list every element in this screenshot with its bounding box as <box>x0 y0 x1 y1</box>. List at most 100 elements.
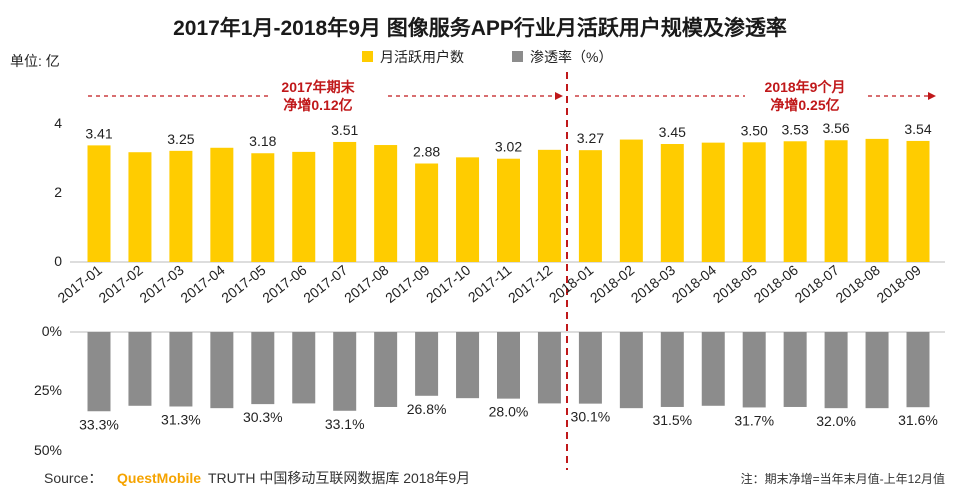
penetration-bar-2018-03 <box>660 332 684 407</box>
x-tick-2017-08: 2017-08 <box>341 262 392 306</box>
x-tick-2018-09: 2018-09 <box>874 262 925 306</box>
x-tick-2017-02: 2017-02 <box>95 262 146 306</box>
mau-label-2017-05: 3.18 <box>249 133 276 149</box>
legend-label-penetration: 渗透率（%） <box>530 49 612 65</box>
mau-bar-2017-12 <box>537 149 561 262</box>
x-tick-2018-08: 2018-08 <box>833 262 884 306</box>
mau-bar-2018-06 <box>783 141 807 262</box>
mau-bar-2017-09 <box>415 163 439 262</box>
x-tick-2018-04: 2018-04 <box>669 262 720 306</box>
mau-bar-2017-02 <box>128 152 152 262</box>
mau-bar-2018-08 <box>865 138 889 262</box>
penetration-bar-2017-06 <box>292 332 316 404</box>
mau-bar-2018-03 <box>660 144 684 262</box>
legend-label-mau: 月活跃用户数 <box>380 49 464 65</box>
penetration-bar-2017-02 <box>128 332 152 406</box>
x-tick-2018-07: 2018-07 <box>792 262 843 306</box>
penetration-bar-2017-12 <box>537 332 561 404</box>
chart-title: 2017年1月-2018年9月 图像服务APP行业月活跃用户规模及渗透率 <box>173 16 787 40</box>
penetration-label-2018-09: 31.6% <box>898 412 938 428</box>
penetration-bar-2017-05 <box>251 332 275 405</box>
source-label: Source： <box>44 470 102 486</box>
mau-bar-2018-02 <box>619 139 643 262</box>
penetration-bar-2017-03 <box>169 332 193 407</box>
penetration-bar-2018-08 <box>865 332 889 409</box>
footnote: 注：期末净增=当年末月值-上年12月值 <box>741 471 945 486</box>
legend: 月活跃用户数 渗透率（%） <box>362 49 612 65</box>
mau-label-2018-01: 3.27 <box>577 130 604 146</box>
source-brand: QuestMobile <box>117 470 201 486</box>
x-tick-2017-04: 2017-04 <box>177 262 228 306</box>
legend-swatch-penetration <box>512 51 523 62</box>
mau-bar-2017-07 <box>333 141 357 262</box>
x-tick-2017-03: 2017-03 <box>136 262 187 306</box>
mau-bar-2018-05 <box>742 142 766 262</box>
x-tick-2018-05: 2018-05 <box>710 262 761 306</box>
mau-bar-2017-03 <box>169 150 193 262</box>
penetration-bar-2018-02 <box>619 332 643 409</box>
penetration-bar-2017-10 <box>456 332 480 399</box>
mau-data-labels: 3.41 3.25 3.18 3.51 2.88 3.02 3.27 3.45 3.50 3.53… <box>85 120 931 159</box>
mau-label-2017-09: 2.88 <box>413 144 440 160</box>
x-tick-2017-06: 2017-06 <box>259 262 310 306</box>
annotation-2018-line2: 净增0.25亿 <box>770 97 839 113</box>
x-tick-2018-03: 2018-03 <box>628 262 679 306</box>
penetration-label-2018-07: 32.0% <box>816 413 856 429</box>
x-tick-2017-01: 2017-01 <box>55 262 106 306</box>
annotation-2017-line2: 净增0.12亿 <box>283 97 352 113</box>
mau-bar-2017-08 <box>374 145 398 262</box>
y-tick-4: 4 <box>54 115 62 131</box>
unit-label: 单位: 亿 <box>10 53 60 69</box>
source-text: TRUTH 中国移动互联网数据库 2018年9月 <box>208 470 470 486</box>
y2-tick-50: 50% <box>34 442 62 458</box>
mau-bar-2017-01 <box>87 145 111 262</box>
penetration-label-2017-07: 33.1% <box>325 416 365 432</box>
mau-bar-2018-07 <box>824 140 848 262</box>
annotation-2017-arrowhead <box>555 92 563 100</box>
x-tick-2017-09: 2017-09 <box>382 262 433 306</box>
y2-tick-25: 25% <box>34 382 62 398</box>
penetration-bars <box>87 332 930 412</box>
penetration-label-2017-11: 28.0% <box>489 404 529 420</box>
mau-bar-2017-06 <box>292 151 316 262</box>
legend-swatch-mau <box>362 51 373 62</box>
penetration-label-2017-05: 30.3% <box>243 409 283 425</box>
x-tick-2017-07: 2017-07 <box>300 262 351 306</box>
mau-label-2017-01: 3.41 <box>85 125 112 141</box>
penetration-bar-2018-07 <box>824 332 848 409</box>
penetration-bar-2018-01 <box>578 332 602 404</box>
y-tick-0: 0 <box>54 253 62 269</box>
penetration-data-labels: 33.3% 31.3% 30.3% 33.1% 26.8% 28.0% 30.1% 31.5%… <box>79 401 938 432</box>
annotation-2018-arrowhead <box>928 92 936 100</box>
x-tick-2017-11: 2017-11 <box>465 262 515 306</box>
mau-label-2018-03: 3.45 <box>659 124 686 140</box>
penetration-label-2017-09: 26.8% <box>407 401 447 417</box>
penetration-label-2018-03: 31.5% <box>652 412 692 428</box>
penetration-label-2017-03: 31.3% <box>161 411 201 427</box>
penetration-bar-2018-09 <box>906 332 930 408</box>
mau-label-2018-07: 3.56 <box>822 120 849 136</box>
mau-label-2017-03: 3.25 <box>167 131 194 147</box>
x-tick-2017-10: 2017-10 <box>423 262 474 306</box>
x-tick-2017-05: 2017-05 <box>218 262 269 306</box>
mau-label-2018-06: 3.53 <box>782 121 809 137</box>
mau-label-2018-05: 3.50 <box>741 122 768 138</box>
mau-bar-2017-04 <box>210 147 234 262</box>
x-tick-2018-01: 2018-01 <box>546 262 597 306</box>
penetration-bar-2017-08 <box>374 332 398 407</box>
y2-tick-0: 0% <box>42 323 62 339</box>
mau-bar-2018-09 <box>906 140 930 262</box>
penetration-bar-2017-01 <box>87 332 111 412</box>
annotation-2018-line1: 2018年9个月 <box>765 79 846 95</box>
penetration-bar-2018-06 <box>783 332 807 407</box>
y-tick-2: 2 <box>54 184 62 200</box>
mau-bars <box>87 138 930 262</box>
penetration-bar-2017-07 <box>333 332 357 411</box>
x-tick-2017-12: 2017-12 <box>505 262 556 306</box>
mau-bar-2017-11 <box>497 158 520 262</box>
mau-bar-2018-04 <box>701 142 725 262</box>
penetration-bar-2017-11 <box>497 332 520 399</box>
mau-bar-2018-01 <box>578 150 602 262</box>
mau-label-2017-07: 3.51 <box>331 122 358 138</box>
